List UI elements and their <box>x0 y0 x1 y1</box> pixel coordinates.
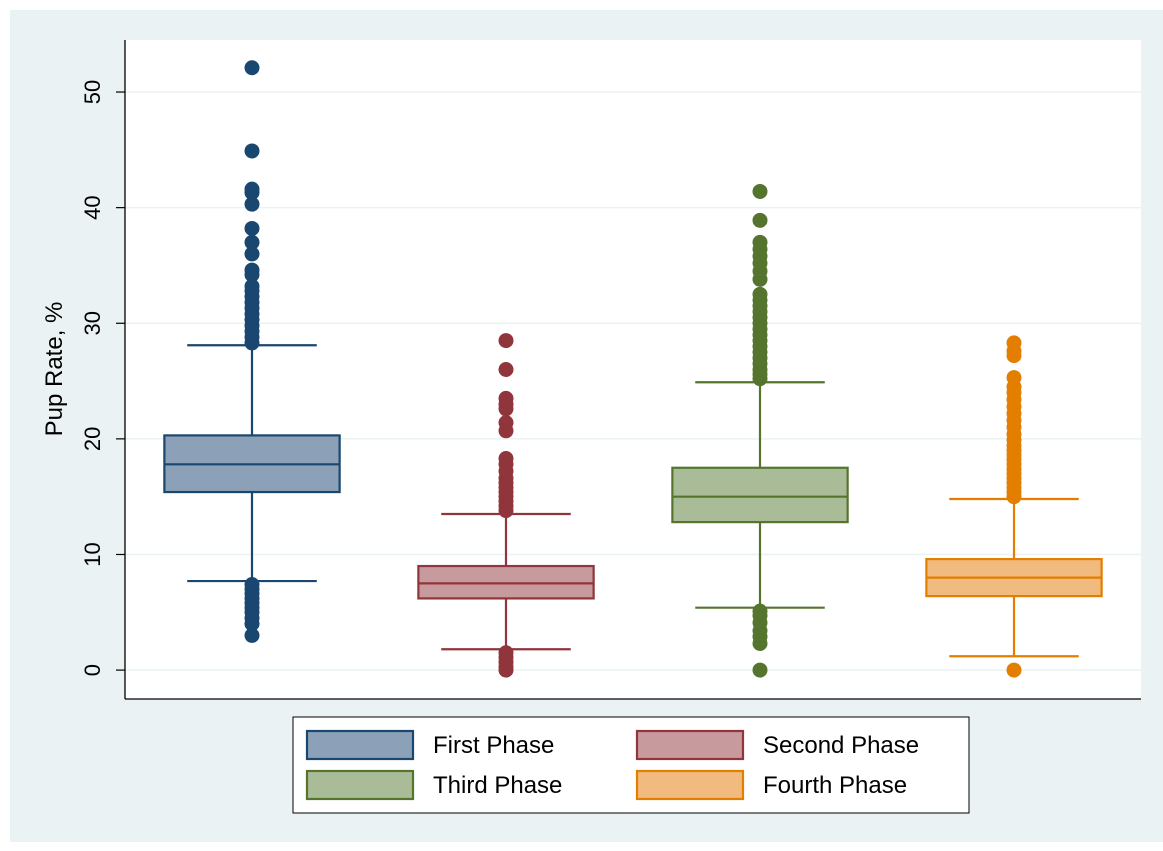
outlier-point <box>1006 662 1022 678</box>
legend: First Phase Second Phase Third Phase Fourth… <box>305 729 919 801</box>
outlier-point <box>498 415 514 431</box>
outlier-point <box>244 196 260 212</box>
outlier-point <box>752 603 768 619</box>
outlier-point <box>498 390 514 406</box>
outlier-point <box>244 246 260 262</box>
outlier-point <box>244 220 260 236</box>
outlier-point <box>244 181 260 197</box>
outlier-point <box>244 577 260 593</box>
y-axis-ticks: 0 10 20 30 40 50 <box>80 80 125 676</box>
y-tick-label: 50 <box>80 80 105 104</box>
outlier-point <box>752 183 768 199</box>
outlier-point <box>244 278 260 294</box>
outlier-point <box>752 662 768 678</box>
outlier-point <box>752 286 768 302</box>
legend-swatch <box>305 729 415 761</box>
iqr-box <box>417 564 595 600</box>
outlier-point <box>498 451 514 467</box>
box-series <box>417 333 595 678</box>
legend-item: First Phase <box>305 729 554 761</box>
outlier-point <box>498 362 514 377</box>
legend-label: Fourth Phase <box>763 772 907 799</box>
legend-item: Third Phase <box>305 769 562 801</box>
box-series-group <box>163 60 1103 678</box>
legend-swatch <box>635 729 745 761</box>
y-tick-label: 0 <box>80 664 105 676</box>
outlier-point <box>244 143 260 159</box>
y-axis-label: Pup Rate, % <box>41 302 68 437</box>
outlier-point <box>244 60 260 76</box>
box-series <box>671 183 849 678</box>
y-tick-label: 10 <box>80 542 105 566</box>
gridlines <box>125 91 1141 671</box>
legend-label: Second Phase <box>763 732 919 759</box>
legend-item: Second Phase <box>635 729 919 761</box>
box-series <box>163 60 341 643</box>
outlier-point <box>1006 335 1022 351</box>
legend-item: Fourth Phase <box>635 769 907 801</box>
y-tick-label: 30 <box>80 311 105 335</box>
y-tick-label: 40 <box>80 195 105 219</box>
legend-swatch <box>305 769 415 801</box>
outlier-point <box>498 645 514 661</box>
outlier-point <box>244 262 260 278</box>
plot-area <box>125 40 1141 699</box>
outlier-point <box>752 212 768 228</box>
legend-label: First Phase <box>433 732 554 759</box>
outlier-point <box>498 333 514 349</box>
legend-label: Third Phase <box>433 772 562 799</box>
outlier-point <box>752 234 768 250</box>
outlier-point <box>244 234 260 250</box>
y-tick-label: 20 <box>80 427 105 451</box>
iqr-box <box>671 466 849 524</box>
outlier-point <box>244 627 260 643</box>
outlier-point <box>1006 370 1022 386</box>
box-series <box>925 335 1103 678</box>
legend-swatch <box>635 769 745 801</box>
